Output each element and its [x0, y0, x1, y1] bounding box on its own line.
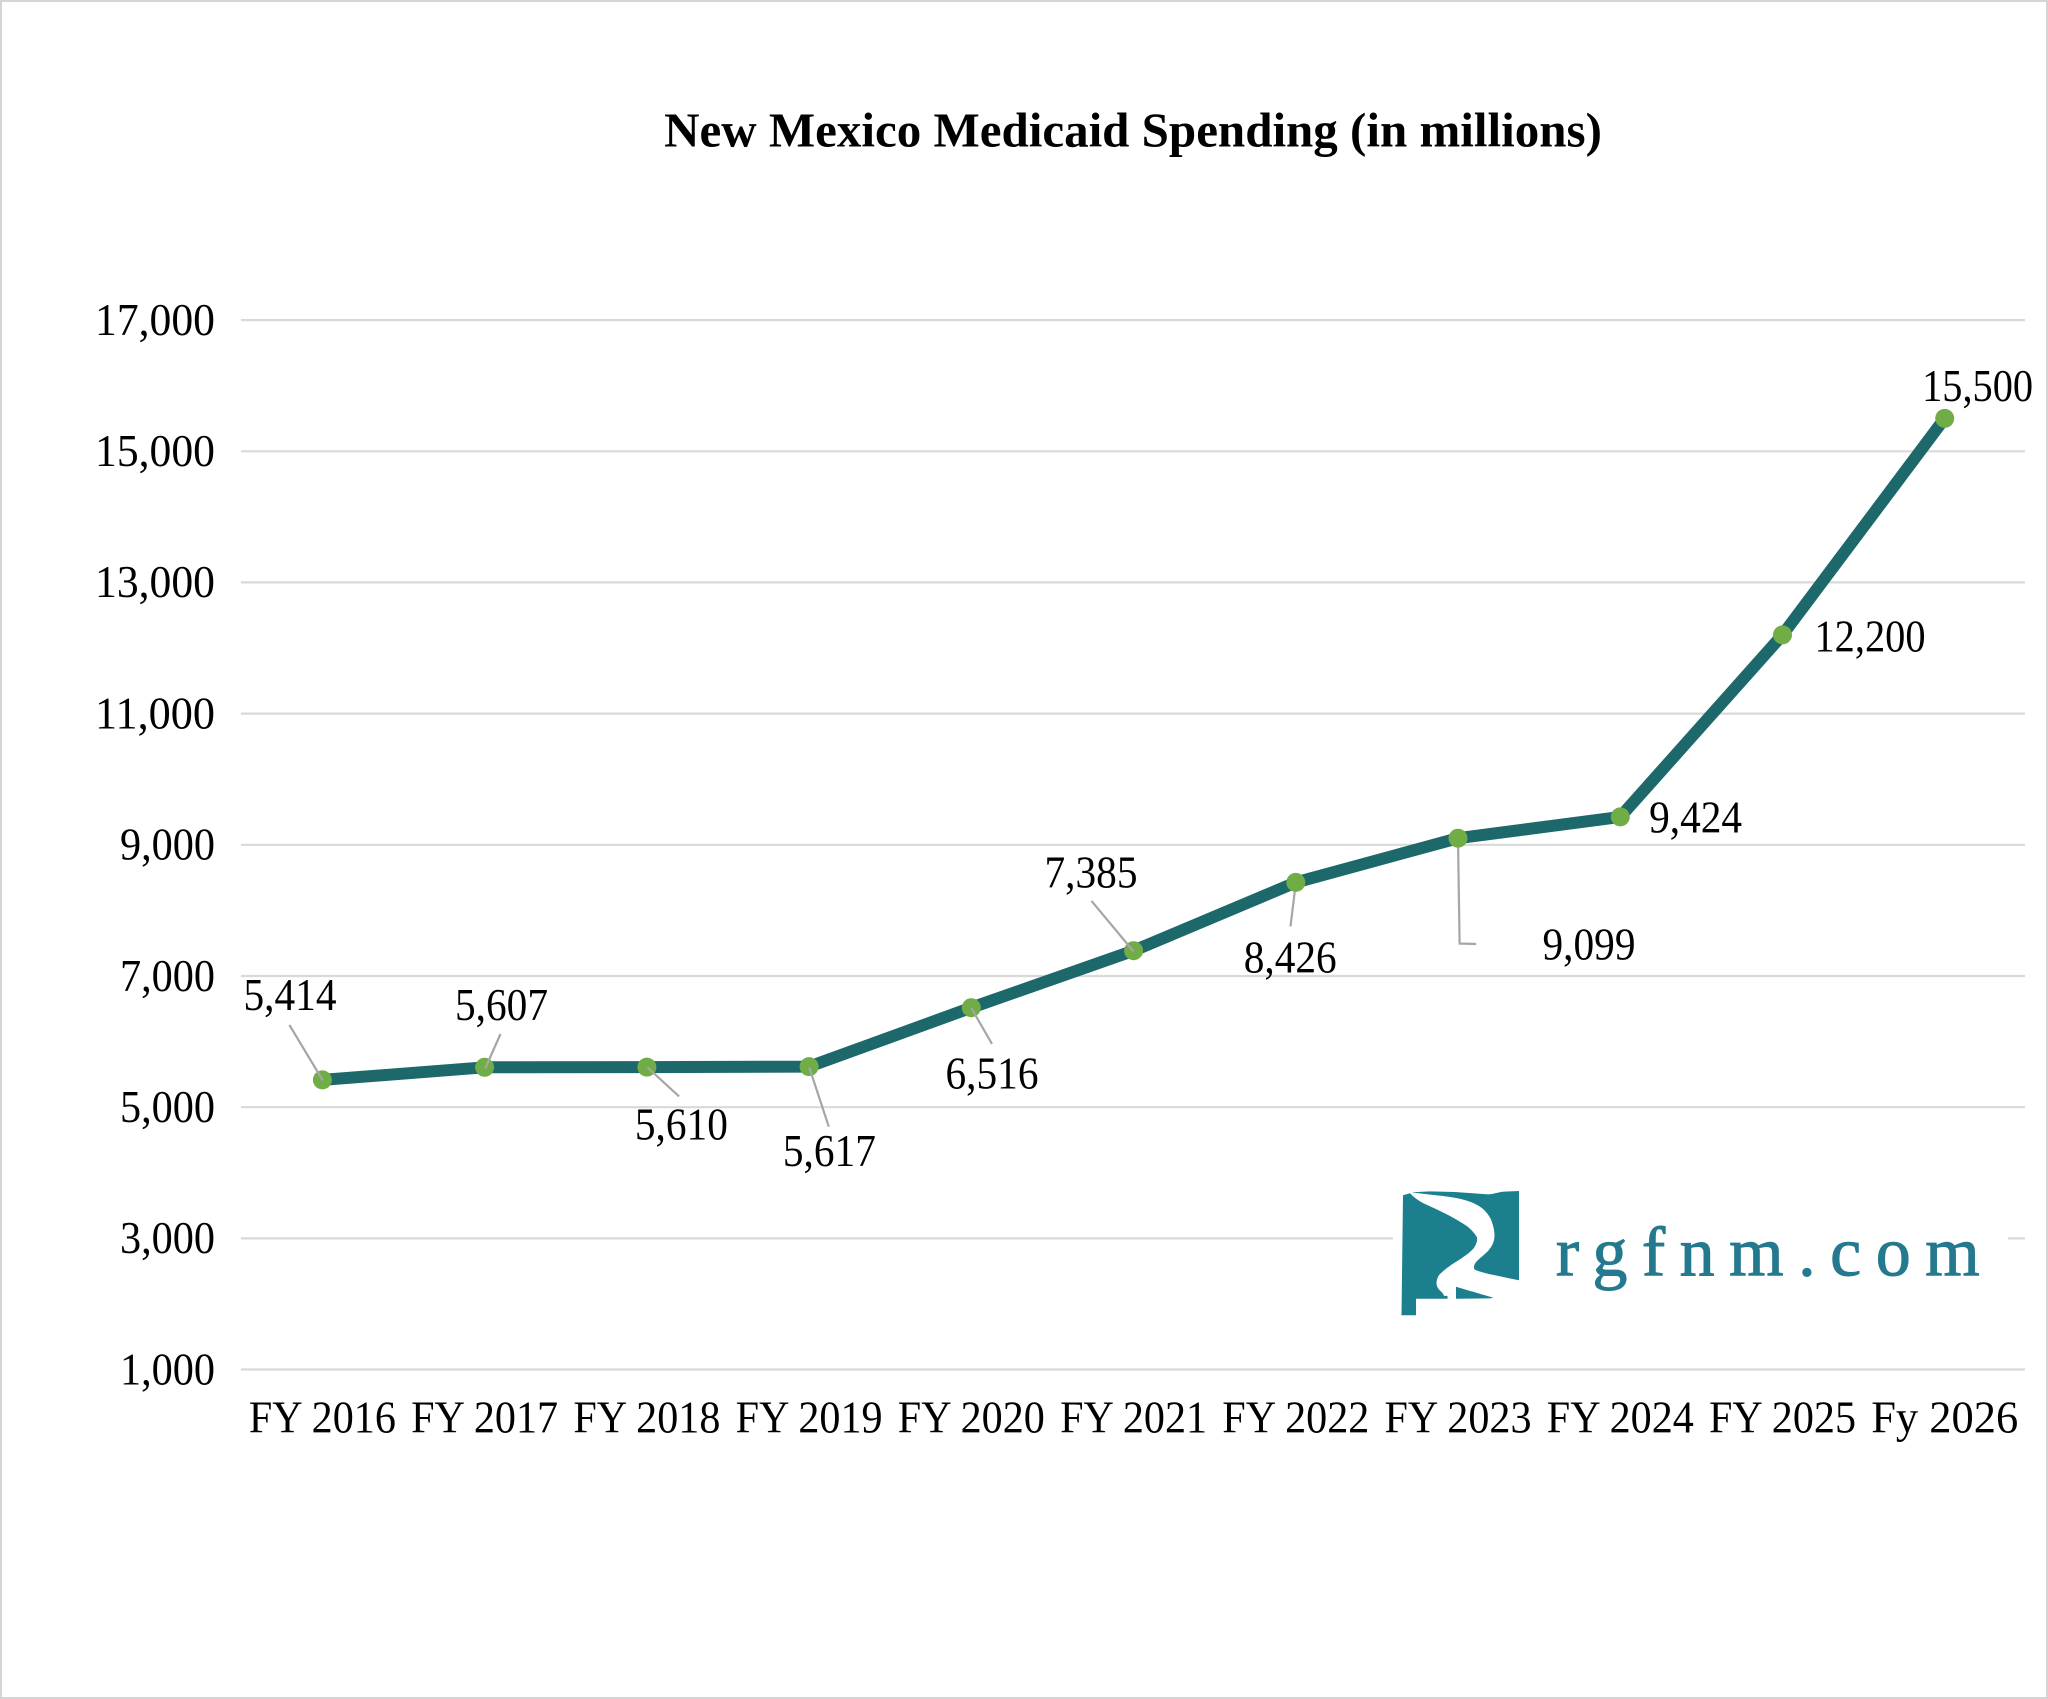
svg-text:17,000: 17,000	[95, 295, 215, 345]
svg-text:FY 2023: FY 2023	[1385, 1393, 1532, 1443]
svg-text:5,617: 5,617	[783, 1126, 876, 1176]
svg-text:FY 2017: FY 2017	[411, 1393, 558, 1443]
svg-text:15,000: 15,000	[95, 426, 215, 476]
svg-text:FY 2025: FY 2025	[1709, 1393, 1856, 1443]
svg-text:FY 2020: FY 2020	[898, 1393, 1045, 1443]
svg-text:7,000: 7,000	[120, 951, 215, 1001]
svg-text:6,516: 6,516	[946, 1049, 1039, 1099]
svg-text:9,099: 9,099	[1543, 920, 1636, 970]
svg-text:7,385: 7,385	[1045, 847, 1138, 897]
svg-text:5,607: 5,607	[455, 980, 548, 1030]
svg-text:11,000: 11,000	[95, 688, 215, 738]
svg-text:9,000: 9,000	[120, 820, 215, 870]
svg-text:5,610: 5,610	[635, 1099, 728, 1149]
svg-text:rgfnm.com: rgfnm.com	[1556, 1215, 1994, 1292]
svg-text:FY 2018: FY 2018	[573, 1393, 720, 1443]
svg-text:5,414: 5,414	[244, 970, 337, 1020]
svg-text:FY 2022: FY 2022	[1222, 1393, 1369, 1443]
svg-text:FY 2021: FY 2021	[1060, 1393, 1207, 1443]
svg-text:New Mexico Medicaid Spending (: New Mexico Medicaid Spending (in million…	[664, 102, 1602, 157]
svg-text:FY 2024: FY 2024	[1547, 1393, 1694, 1443]
svg-text:5,000: 5,000	[120, 1082, 215, 1132]
svg-text:Fy 2026: Fy 2026	[1871, 1393, 2018, 1443]
svg-text:8,426: 8,426	[1244, 932, 1337, 982]
svg-text:15,500: 15,500	[1922, 361, 2033, 411]
svg-text:FY 2019: FY 2019	[736, 1393, 883, 1443]
svg-text:13,000: 13,000	[95, 557, 215, 607]
svg-text:9,424: 9,424	[1649, 792, 1742, 842]
svg-text:FY 2016: FY 2016	[249, 1393, 396, 1443]
svg-text:3,000: 3,000	[120, 1213, 215, 1263]
svg-text:1,000: 1,000	[120, 1344, 215, 1394]
svg-text:12,200: 12,200	[1815, 612, 1926, 662]
